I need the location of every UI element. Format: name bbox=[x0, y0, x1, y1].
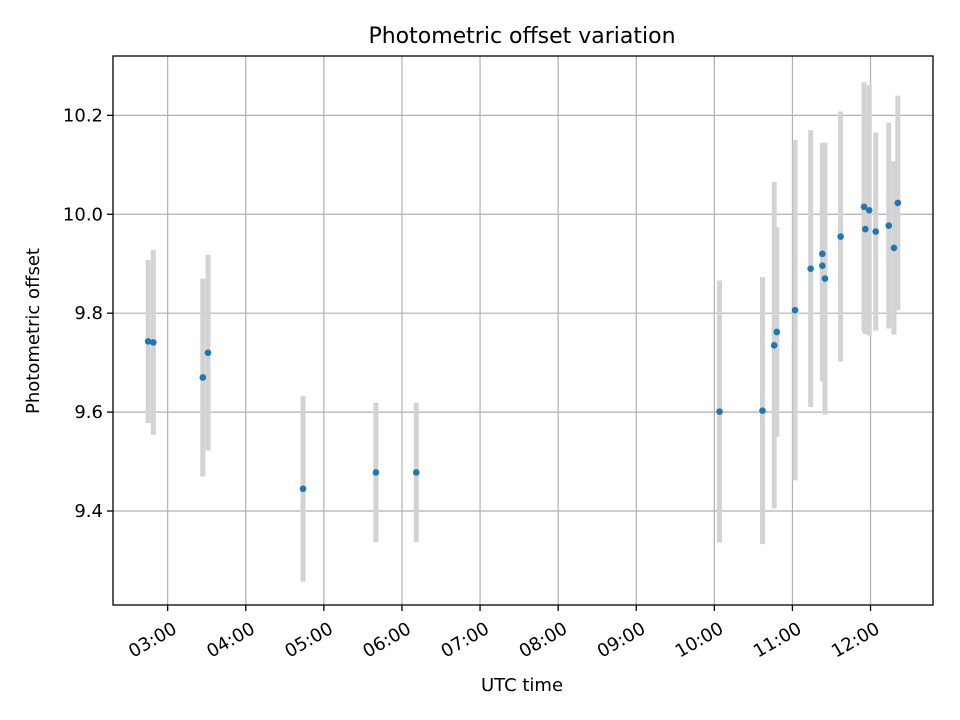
data-point bbox=[716, 408, 723, 415]
data-point bbox=[773, 328, 781, 336]
y-tick-label: 9.4 bbox=[74, 501, 103, 522]
data-point bbox=[862, 225, 869, 233]
data-point bbox=[821, 275, 829, 282]
data-point bbox=[412, 469, 420, 476]
chart-title: Photometric offset variation bbox=[368, 24, 675, 49]
y-axis-label: Photometric offset bbox=[23, 248, 44, 414]
plot-frame bbox=[112, 55, 934, 606]
data-point bbox=[204, 349, 212, 357]
data-point bbox=[819, 262, 826, 270]
y-tick-label: 9.6 bbox=[74, 402, 103, 423]
data-point bbox=[865, 207, 873, 214]
data-point bbox=[890, 244, 898, 252]
data-point bbox=[885, 222, 893, 229]
data-point bbox=[770, 342, 778, 349]
data-point bbox=[807, 265, 814, 272]
data-point bbox=[860, 203, 868, 211]
y-axis-ticks: 9.4 9.6 9.8 10.0 10.2 bbox=[63, 105, 113, 522]
y-tick-label: 10.2 bbox=[63, 105, 103, 126]
data-point bbox=[791, 306, 799, 314]
data-point bbox=[872, 228, 880, 235]
data-points bbox=[144, 199, 902, 493]
data-point bbox=[199, 374, 207, 381]
x-axis-label: UTC time bbox=[481, 675, 563, 696]
y-tick-label: 10.0 bbox=[63, 204, 103, 225]
data-point bbox=[894, 199, 902, 207]
y-tick-label: 9.8 bbox=[74, 303, 103, 324]
data-point bbox=[372, 469, 380, 476]
data-point bbox=[837, 233, 844, 240]
data-point bbox=[819, 250, 826, 258]
data-point bbox=[144, 338, 152, 345]
data-point bbox=[150, 339, 157, 346]
data-point bbox=[299, 485, 307, 493]
data-point bbox=[759, 407, 766, 414]
